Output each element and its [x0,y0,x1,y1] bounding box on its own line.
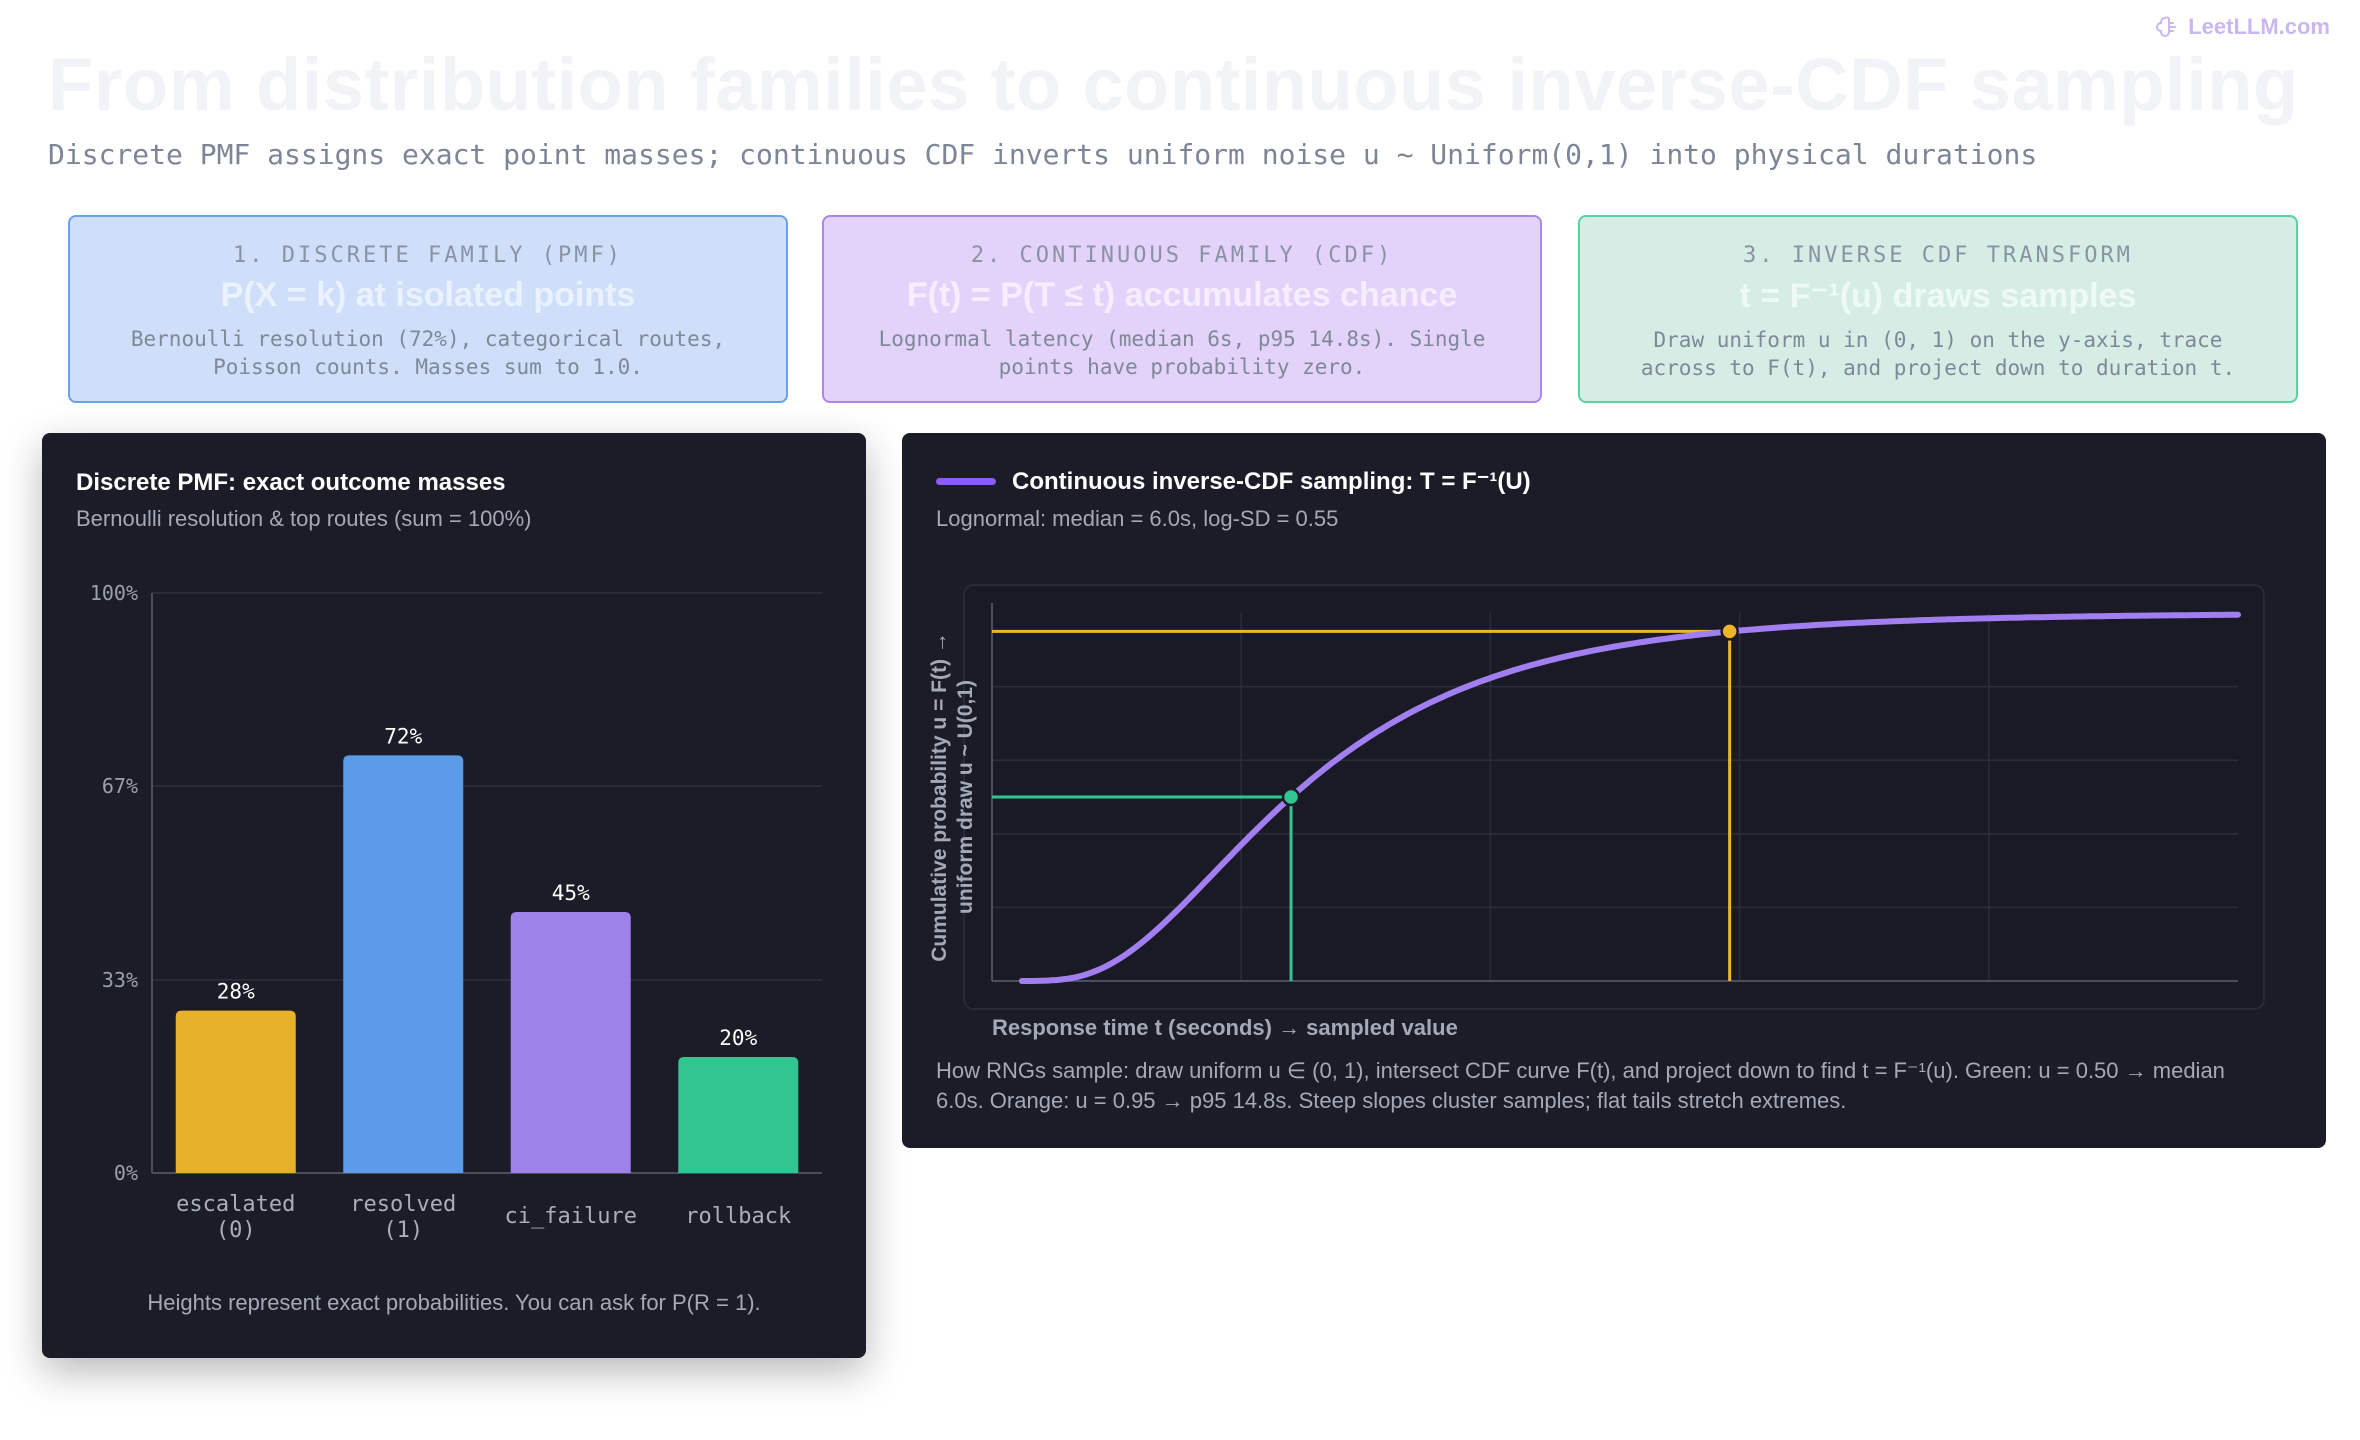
card-description: Lognormal latency (median 6s, p95 14.8s)… [878,327,1486,379]
cdf-subtitle: Lognormal: median = 6.0s, log-SD = 0.55 [936,506,1339,531]
card-discrete-family: 1. DISCRETE FAMILY (PMF) P(X = k) at iso… [68,215,788,403]
plot-area [963,584,2265,1010]
bar-value-label: 20% [719,1026,757,1050]
legend-swatch [936,478,996,485]
x-tick-label: (1) [383,1218,423,1243]
bar-value-label: 28% [217,980,255,1004]
card-continuous-family: 2. CONTINUOUS FAMILY (CDF) F(t) = P(T ≤ … [822,215,1542,403]
cdf-panel: Continuous inverse-CDF sampling: T = F⁻¹… [902,433,2326,1148]
p95-sample-point [1720,622,1739,641]
card-heading: P(X = k) at isolated points [220,276,636,314]
cdf-chart: Cumulative probability u = F(t) → uniform… [928,584,2265,1040]
pmf-bar-chart: 0% 33% 67% 100% 28% escalated(0) 72% resolved(1… [90,581,822,1243]
card-step: 1. DISCRETE FAMILY (PMF) [233,243,623,268]
bar [510,912,631,1173]
y-axis-label-secondary: uniform draw u ~ U(0,1) [954,680,977,914]
card-heading: F(t) = P(T ≤ t) accumulates chance [906,276,1458,314]
page-subtitle: Discrete PMF assigns exact point masses;… [48,138,2038,171]
bar-value-label: 45% [552,881,590,905]
bar [343,755,464,1173]
card-description: Draw uniform u in (0, 1) on the y-axis, … [1640,328,2236,380]
card-step: 3. INVERSE CDF TRANSFORM [1743,243,2133,268]
pmf-subtitle: Bernoulli resolution & top routes (sum =… [76,506,532,531]
x-axis-label: Response time t (seconds) → sampled valu… [992,1015,1458,1040]
card-description: Bernoulli resolution (72%), categorical … [130,327,726,379]
x-tick-label: rollback [685,1204,791,1229]
median-sample-point [1281,787,1301,807]
pmf-title: Discrete PMF: exact outcome masses [76,469,506,496]
bar [678,1057,799,1173]
bar-value-label: 72% [384,724,422,748]
brain-icon [2156,16,2177,37]
card-inverse-cdf: 3. INVERSE CDF TRANSFORM t = F⁻¹(u) draw… [1578,215,2298,403]
page-title: From distribution families to continuous… [48,43,2299,126]
x-tick-label: (0) [216,1218,256,1243]
y-axis-label: Cumulative probability u = F(t) → [928,632,951,962]
pmf-panel: Discrete PMF: exact outcome masses Berno… [42,433,866,1358]
y-tick-label: 0% [114,1161,138,1185]
bar [175,1010,296,1173]
y-tick-label: 100% [90,581,138,605]
y-tick-label: 33% [102,968,138,992]
brand-logo[interactable]: LeetLLM.com [2156,14,2330,40]
pmf-note: Heights represent exact probabilities. Y… [147,1290,761,1315]
brand-name: LeetLLM.com [2188,14,2330,39]
card-step: 2. CONTINUOUS FAMILY (CDF) [970,243,1394,268]
x-tick-label: ci_failure [505,1204,637,1229]
y-tick-label: 67% [102,774,138,798]
x-tick-label: escalated [176,1192,295,1217]
cdf-note: How RNGs sample: draw uniform u ∈ (0, 1)… [936,1058,2225,1113]
x-tick-label: resolved [350,1192,456,1217]
card-heading: t = F⁻¹(u) draws samples [1739,277,2137,315]
cdf-curve [1018,611,2241,984]
cdf-title: Continuous inverse-CDF sampling: T = F⁻¹… [1012,468,1531,495]
